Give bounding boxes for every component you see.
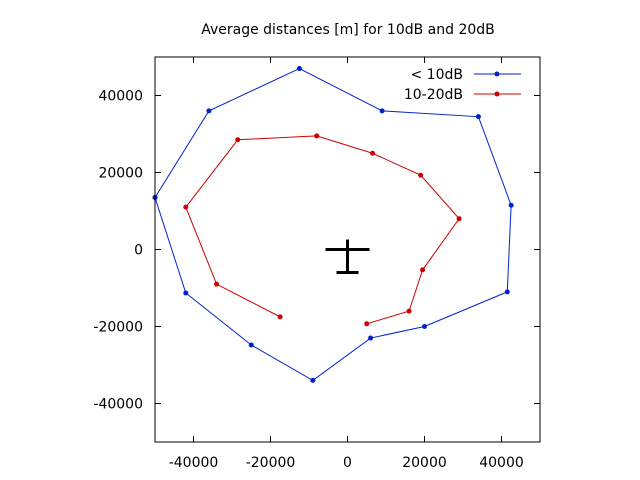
data-point: [406, 308, 412, 314]
y-tick-label: 20000: [98, 166, 143, 182]
data-point: [364, 321, 370, 327]
data-point: [379, 108, 385, 114]
data-point: [508, 202, 514, 208]
x-tick-label: 0: [343, 455, 352, 471]
data-point: [370, 150, 376, 156]
data-point: [248, 342, 254, 348]
y-tick-label: -40000: [93, 397, 143, 413]
data-point: [422, 324, 427, 329]
data-point: [206, 108, 212, 114]
data-point: [475, 114, 481, 120]
y-tick-label: 0: [134, 243, 143, 259]
chart-title: Average distances [m] for 10dB and 20dB: [201, 22, 495, 38]
legend-marker: [494, 91, 500, 97]
data-point: [314, 133, 320, 139]
plot-lines: [152, 66, 514, 383]
y-tick-label: -20000: [93, 320, 143, 336]
x-tick-label: -20000: [246, 455, 296, 471]
data-point: [420, 267, 426, 273]
legend-label: 10-20dB: [404, 87, 463, 103]
data-point: [235, 137, 241, 143]
data-point: [368, 335, 374, 341]
x-tick-label: -40000: [169, 455, 219, 471]
data-point: [504, 289, 510, 295]
legend: < 10dB 10-20dB: [404, 67, 521, 103]
plot-frame: [154, 56, 541, 443]
series-line: [185, 135, 460, 325]
x-tick-label: 20000: [402, 455, 447, 471]
series-1: [152, 66, 514, 383]
data-point: [183, 290, 189, 296]
data-point: [456, 216, 462, 222]
data-point: [296, 66, 302, 72]
series-2: [183, 133, 462, 327]
legend-marker: [494, 71, 500, 77]
legend-label: < 10dB: [411, 67, 464, 83]
data-point: [418, 172, 424, 178]
ticks: -40000 -20000 0 20000 40000 -40000 -20000 0 2000…: [93, 57, 540, 471]
aircraft-icon: [325, 239, 370, 274]
x-tick-label: 40000: [479, 455, 524, 471]
y-tick-label: 40000: [98, 89, 143, 105]
series-line: [154, 67, 512, 381]
data-point: [310, 377, 316, 383]
data-point: [183, 204, 189, 210]
data-point: [277, 314, 283, 320]
data-point: [214, 281, 220, 287]
